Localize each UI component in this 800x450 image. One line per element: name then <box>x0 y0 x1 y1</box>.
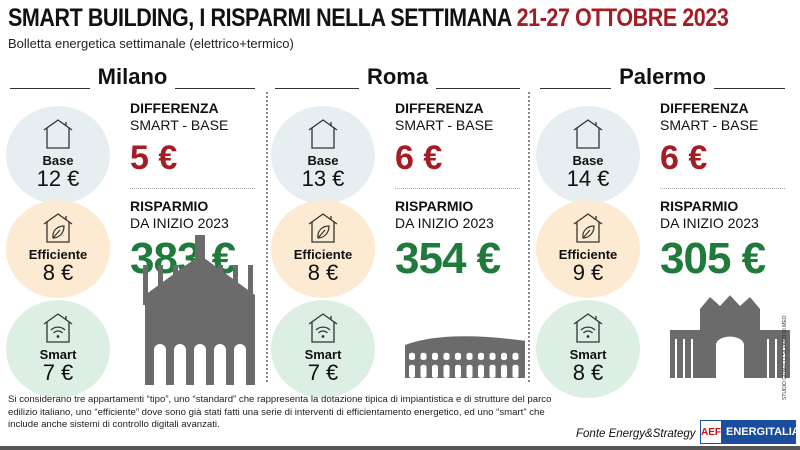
difference-sublabel: SMART - BASE <box>660 117 759 133</box>
energitalia-logo: AEF ENERGITALIA <box>700 420 800 444</box>
efficiente-label: Efficiente <box>558 247 618 262</box>
title-text: SMART BUILDING, I RISPARMI NELLA SETTIMA… <box>8 4 512 32</box>
page-title: SMART BUILDING, I RISPARMI NELLA SETTIMA… <box>8 4 729 32</box>
difference-label: DIFFERENZA <box>660 100 749 116</box>
saving-label: RISPARMIO <box>395 198 474 214</box>
efficiente-circle: Efficiente 8 € <box>6 200 110 298</box>
separator <box>395 188 520 189</box>
column-divider <box>266 92 268 382</box>
city-column-milano: Milano Base 12 € Efficiente 8 € Smart 7 € D… <box>0 60 265 398</box>
base-circle: Base 12 € <box>6 106 110 204</box>
base-label: Base <box>572 153 604 168</box>
city-column-roma: Roma Base 13 € Efficiente 8 € Smart 7 € DIF… <box>265 60 530 398</box>
house-icon <box>38 119 78 154</box>
separator <box>130 188 255 189</box>
difference-value: 5 € <box>130 139 178 177</box>
credit: STUDIO GRAFICO SILVANO DI MEO <box>782 315 788 400</box>
house-wifi-icon <box>568 313 608 348</box>
base-value: 13 € <box>301 166 345 191</box>
efficiente-label: Efficiente <box>28 247 88 262</box>
column-divider <box>528 92 530 382</box>
efficiente-value: 8 € <box>307 260 339 285</box>
difference-label: DIFFERENZA <box>130 100 219 116</box>
bottom-bar <box>0 446 800 450</box>
city-name: Palermo <box>530 64 795 90</box>
logo-text: ENERGITALIA <box>726 426 800 438</box>
saving-sublabel: DA INIZIO 2023 <box>130 215 229 231</box>
smart-label: Smart <box>569 347 607 362</box>
difference-sublabel: SMART - BASE <box>395 117 494 133</box>
duomo-icon <box>140 235 260 390</box>
efficiente-circle: Efficiente 9 € <box>536 200 640 298</box>
logo-mark: AEF <box>701 421 721 443</box>
subtitle: Bolletta energetica settimanale (elettri… <box>8 36 294 51</box>
efficiente-value: 8 € <box>42 260 74 285</box>
teatro-politeama-icon <box>670 288 790 381</box>
house-leaf-icon <box>568 213 608 248</box>
footnote: Si considerano tre appartamenti “tipo”, … <box>8 394 552 430</box>
house-icon <box>303 119 343 154</box>
smart-label: Smart <box>39 347 77 362</box>
separator <box>660 188 785 189</box>
colosseum-icon <box>405 288 525 381</box>
house-icon <box>568 119 608 154</box>
difference-label: DIFFERENZA <box>395 100 484 116</box>
saving-label: RISPARMIO <box>660 198 739 214</box>
house-leaf-icon <box>38 213 78 248</box>
house-leaf-icon <box>303 213 343 248</box>
source: Fonte Energy&Strategy <box>576 428 696 440</box>
city-name: Milano <box>0 64 265 90</box>
smart-label: Smart <box>304 347 342 362</box>
saving-sublabel: DA INIZIO 2023 <box>660 215 759 231</box>
city-column-palermo: Palermo Base 14 € Efficiente 9 € Smart 8 € … <box>530 60 795 398</box>
city-name-text: Milano <box>89 64 176 89</box>
difference-sublabel: SMART - BASE <box>130 117 229 133</box>
smart-value: 7 € <box>42 360 74 385</box>
house-wifi-icon <box>38 313 78 348</box>
saving-label: RISPARMIO <box>130 198 209 214</box>
base-value: 12 € <box>36 166 80 191</box>
smart-value: 8 € <box>572 360 604 385</box>
city-name-text: Palermo <box>611 64 714 89</box>
saving-value: 305 € <box>660 234 766 283</box>
difference-value: 6 € <box>660 139 708 177</box>
title-date: 21-27 OTTOBRE 2023 <box>516 4 729 32</box>
saving-value: 354 € <box>395 234 501 283</box>
base-value: 14 € <box>566 166 610 191</box>
difference-value: 6 € <box>395 139 443 177</box>
smart-circle: Smart 7 € <box>271 300 375 398</box>
house-wifi-icon <box>303 313 343 348</box>
saving-sublabel: DA INIZIO 2023 <box>395 215 494 231</box>
efficiente-circle: Efficiente 8 € <box>271 200 375 298</box>
smart-circle: Smart 8 € <box>536 300 640 398</box>
city-name: Roma <box>265 64 530 90</box>
smart-value: 7 € <box>307 360 339 385</box>
base-label: Base <box>42 153 74 168</box>
smart-circle: Smart 7 € <box>6 300 110 398</box>
base-circle: Base 13 € <box>271 106 375 204</box>
city-name-text: Roma <box>358 64 437 89</box>
base-circle: Base 14 € <box>536 106 640 204</box>
efficiente-value: 9 € <box>572 260 604 285</box>
base-label: Base <box>307 153 339 168</box>
efficiente-label: Efficiente <box>293 247 353 262</box>
